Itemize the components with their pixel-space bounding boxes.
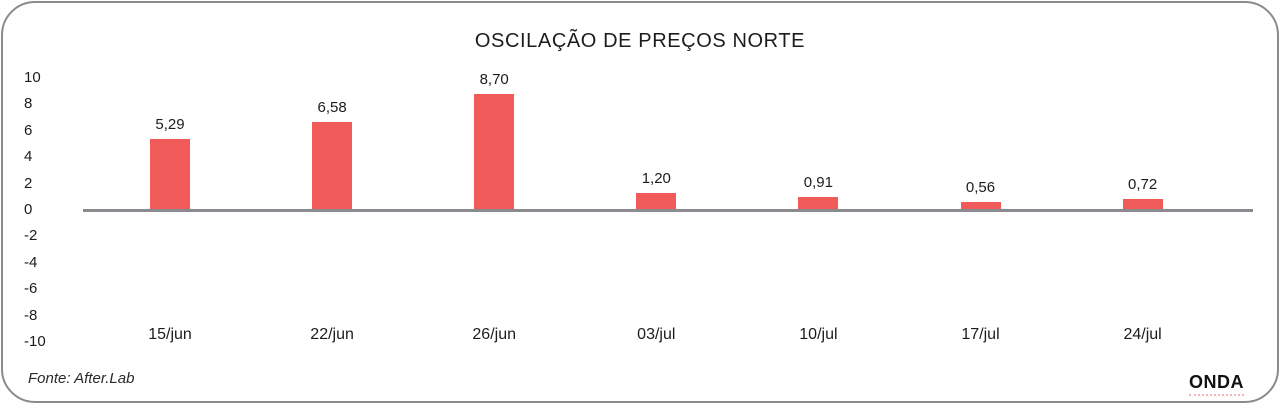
source-note: Fonte: After.Lab	[28, 370, 135, 387]
bar	[798, 197, 839, 209]
x-axis-line	[83, 209, 1253, 212]
x-axis-category-label: 26/jun	[472, 326, 516, 343]
y-axis-tick-label: -2	[24, 227, 38, 245]
y-axis-tick-label: 0	[24, 201, 33, 218]
bar-value-label: 0,72	[1127, 176, 1158, 193]
bar-value-label: 0,56	[965, 179, 996, 196]
y-axis-tick-label: 4	[24, 148, 33, 166]
x-axis-category-label: 17/jul	[961, 326, 1000, 343]
y-axis-tick-label: 10	[24, 69, 41, 86]
x-axis-category-label: 15/jun	[148, 326, 192, 343]
y-axis-tick-label: -10	[24, 333, 46, 350]
y-axis-tick-label: 6	[24, 121, 33, 139]
x-axis-category-label: 22/jun	[310, 326, 354, 343]
y-axis-tick-label: -4	[24, 253, 38, 271]
bar	[636, 193, 677, 209]
bar-value-label: 0,91	[803, 174, 833, 191]
x-axis-category-label: 10/jul	[799, 326, 838, 343]
chart-title: OSCILAÇÃO DE PREÇOS NORTE	[474, 30, 806, 52]
bar	[1122, 199, 1163, 209]
y-axis-tick-label: -8	[24, 306, 38, 324]
y-axis-tick-label: 2	[24, 174, 33, 192]
bar	[474, 94, 515, 209]
x-axis-category-label: 03/jul	[637, 326, 676, 343]
bar	[150, 139, 190, 209]
bar	[312, 122, 353, 209]
y-axis-tick-label: -6	[24, 280, 38, 298]
bar-value-label: 5,29	[155, 116, 185, 133]
bar-value-label: 1,20	[641, 170, 671, 187]
bar	[960, 202, 1001, 209]
brand-logo: ONDA	[1189, 372, 1244, 396]
x-axis-category-label: 24/jul	[1123, 326, 1162, 343]
bar-value-label: 6,58	[317, 99, 347, 116]
y-axis-tick-label: 8	[24, 95, 33, 113]
bar-value-label: 8,70	[479, 71, 509, 88]
